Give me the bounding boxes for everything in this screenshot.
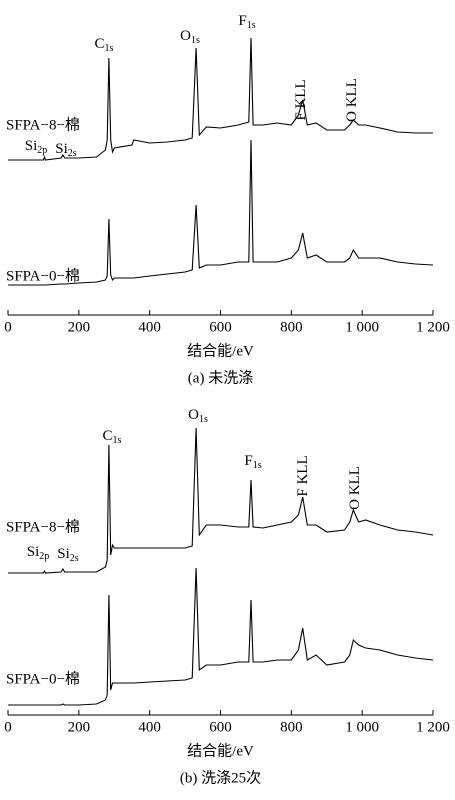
x-tick-label: 0 (4, 719, 12, 735)
peak-label-main: F (238, 13, 246, 29)
x-tick-label: 600 (209, 319, 232, 335)
x-tick-label: 600 (209, 719, 232, 735)
peak-label-main: Si (25, 138, 38, 154)
x-tick-label: 800 (280, 719, 303, 735)
peak-label: O KLL (344, 78, 360, 122)
peak-label-sub: 1s (105, 43, 114, 54)
peak-label-sub: 1s (199, 414, 208, 425)
x-tick-label: 400 (138, 319, 161, 335)
x-axis-label: 结合能/eV (187, 342, 254, 359)
peak-label-main: F KLL (295, 455, 311, 496)
x-tick-label: 800 (280, 319, 303, 335)
x-tick-label: 200 (68, 319, 91, 335)
x-tick-label: 400 (138, 719, 161, 735)
peak-label-sub: 1s (191, 35, 200, 46)
peak-label-main: O KLL (347, 466, 363, 510)
peak-label-main: C (95, 36, 105, 52)
peak-label: F1s (238, 13, 255, 31)
caption: (a) 未洗涤 (188, 369, 253, 386)
caption: (b) 洗涤25次 (180, 769, 261, 786)
series-label: SFPA−0−棉 (6, 670, 80, 687)
spectrum-line (8, 37, 433, 161)
peak-label: Si2s (55, 141, 77, 159)
peak-label: O KLL (347, 466, 363, 510)
series-label: SFPA−8−棉 (6, 518, 80, 535)
x-tick-label: 1 000 (345, 319, 379, 335)
x-tick-label: 0 (4, 319, 12, 335)
peak-label-sub: 2p (37, 145, 47, 156)
series-label: SFPA−8−棉 (6, 116, 80, 133)
peak-label-main: Si (55, 141, 68, 157)
peak-label: F1s (244, 453, 261, 471)
peak-label: C1s (95, 36, 114, 54)
peak-label: F KLL (295, 455, 311, 496)
peak-label: F KLL (293, 79, 309, 120)
peak-label-main: F KLL (293, 79, 309, 120)
peak-label-main: C (103, 428, 113, 444)
peak-label-main: O (188, 407, 199, 423)
peak-label: C1s (103, 428, 122, 446)
peak-label-sub: 1s (247, 20, 256, 31)
spectrum-line (8, 427, 434, 574)
peak-label-main: Si (27, 544, 40, 560)
peak-label-sub: 1s (253, 460, 262, 471)
peak-label-sub: 2s (68, 148, 77, 159)
peak-label-sub: 2p (39, 551, 49, 562)
peak-label-main: Si (57, 546, 70, 562)
peak-label: Si2p (27, 544, 50, 562)
x-tick-label: 1 200 (416, 319, 450, 335)
peak-label: O1s (188, 407, 208, 425)
peak-label: O1s (180, 28, 200, 46)
x-tick-label: 1 000 (345, 719, 379, 735)
peak-label-main: F (244, 453, 252, 469)
peak-label: Si2p (25, 138, 48, 156)
x-axis-label: 结合能/eV (187, 742, 254, 759)
peak-label: Si2s (57, 546, 79, 564)
x-tick-label: 200 (68, 719, 91, 735)
peak-label-sub: 2s (70, 553, 79, 564)
series-label: SFPA−0−棉 (6, 267, 80, 284)
peak-label-main: O KLL (344, 78, 360, 122)
spectrum-line (8, 567, 434, 706)
peak-label-main: O (180, 28, 191, 44)
peak-label-sub: 1s (113, 435, 122, 446)
x-tick-label: 1 200 (416, 719, 450, 735)
spectrum-line (8, 139, 434, 286)
